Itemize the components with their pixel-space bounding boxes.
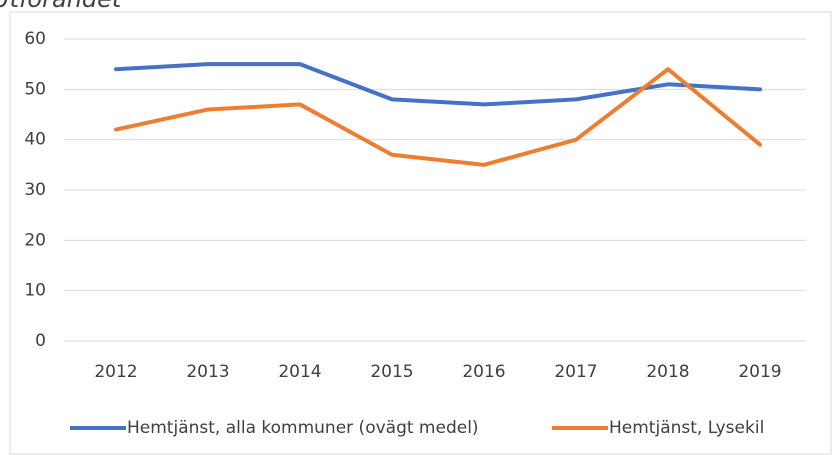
y-tick-label: 30 [24,180,46,200]
x-tick-label: 2018 [646,362,689,382]
y-tick-label: 40 [24,130,46,150]
series-line [114,67,762,167]
chart-title: Utförandet [0,0,123,13]
y-tick-label: 0 [35,331,46,351]
x-tick-label: 2017 [554,362,597,382]
series-line [114,62,762,107]
y-tick-label: 50 [24,79,46,99]
x-tick-label: 2019 [738,362,781,382]
x-tick-label: 2016 [462,362,505,382]
legend-label: Hemtjänst, Lysekil [609,418,764,438]
x-tick-label: 2015 [370,362,413,382]
chart-frame [9,11,832,455]
x-tick-label: 2012 [94,362,137,382]
y-tick-label: 10 [24,281,46,301]
y-tick-label: 20 [24,230,46,250]
legend-label: Hemtjänst, alla kommuner (ovägt medel) [127,418,479,438]
y-tick-label: 60 [24,29,46,49]
x-tick-label: 2013 [186,362,229,382]
x-tick-label: 2014 [278,362,321,382]
